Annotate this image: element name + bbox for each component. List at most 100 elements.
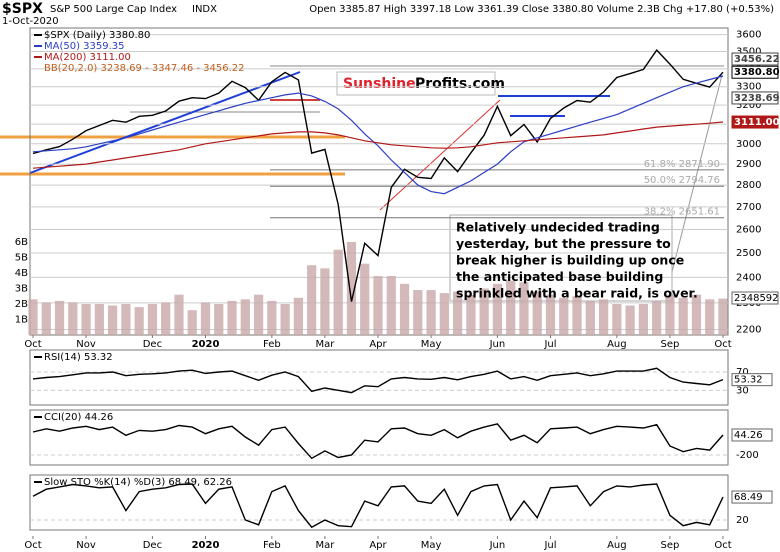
volume-bar [81, 303, 91, 335]
y2-tick-label: 5B [15, 252, 28, 263]
volume-bar [307, 265, 317, 335]
y-tick-label: 2400 [736, 272, 761, 283]
value-box [731, 490, 773, 504]
logo-box [336, 71, 496, 96]
price-box [731, 52, 779, 66]
annotation-text: the anticipated base building [456, 269, 663, 284]
volume-bar [665, 294, 675, 335]
legend-entry: $SPX (Daily) 3380.80 [44, 30, 150, 41]
series-line [32, 75, 724, 195]
price-box [731, 115, 779, 129]
legend-entry: MA(200) 3111.00 [44, 52, 131, 63]
value-box [731, 428, 773, 442]
logo: Sunshine [343, 76, 416, 92]
x-tick-label: Oct [714, 540, 731, 551]
y-tick-label: 3600 [736, 30, 761, 41]
series-line [32, 48, 724, 302]
volume-bar [506, 280, 516, 335]
price-box [731, 65, 779, 79]
trend-line [379, 99, 501, 211]
annotation-text: sprinkled with a bear raid, is over. [456, 286, 698, 301]
x-tick-label: Jul [543, 540, 556, 551]
y-tick-label: 3000 [736, 139, 761, 150]
x-tick-label: Aug [607, 339, 627, 350]
date: 1-Oct-2020 [2, 16, 59, 27]
volume-bar [559, 297, 569, 335]
x-tick-label: Nov [76, 339, 96, 350]
price-box [731, 291, 779, 305]
x-tick-label: Feb [263, 540, 281, 551]
volume-bar [585, 300, 595, 335]
volume-bar [214, 303, 224, 335]
last-value: 53.32 [734, 375, 763, 386]
volume-bar [253, 294, 264, 335]
price-label: 3111.00 [734, 117, 780, 128]
x-tick-label: Aug [607, 540, 627, 551]
y-tick-label: 2200 [736, 325, 761, 336]
x-tick-label: Mar [315, 339, 335, 350]
volume-bar [187, 310, 197, 335]
volume-bar [426, 290, 436, 335]
x-tick-label: Apr [369, 540, 387, 551]
x-tick-label: 2020 [192, 540, 220, 551]
fib-label: 38.2% 2651.61 [644, 207, 720, 218]
y-tick-label: 2800 [736, 180, 761, 191]
volume-bar [492, 283, 503, 335]
y-tick-label: -200 [736, 450, 759, 461]
volume-bar [519, 282, 529, 335]
y2-tick-label: 2B [15, 299, 28, 310]
y2-tick-label: 3B [15, 283, 28, 294]
price-label: 3238.69 [734, 93, 780, 104]
x-tick-label: Jul [543, 339, 556, 350]
last-value: 44.26 [734, 430, 763, 441]
legend-entry: Slow STO %K(14) %D(3) 68.49, 62.26 [44, 477, 232, 488]
last-value: 68.49 [734, 492, 763, 503]
x-tick-label: Feb [263, 339, 281, 350]
volume-bar [386, 276, 396, 335]
volume-bar [678, 297, 688, 335]
logo: Profits.com [415, 76, 505, 92]
volume-bar [360, 263, 370, 335]
y-tick-label: 20 [736, 515, 749, 526]
volume-bar [293, 297, 303, 335]
x-tick-label: Jun [489, 339, 506, 350]
volume-bar [54, 300, 65, 335]
volume-bar [267, 300, 277, 335]
x-tick-label: Nov [76, 540, 96, 551]
y-tick-label: 70 [736, 367, 749, 378]
volume-bar [532, 291, 542, 335]
price-label: 3456.22 [734, 54, 780, 65]
volume-bar [200, 302, 211, 335]
x-tick-label: Jun [489, 540, 506, 551]
volume-bar [705, 299, 715, 335]
volume-bar [413, 290, 423, 335]
volume-bar [453, 291, 463, 335]
legend-entry: RSI(14) 53.32 [44, 352, 113, 363]
volume-bar [68, 302, 78, 335]
y-tick-label: 2500 [736, 248, 761, 259]
y-tick-label: 3500 [736, 46, 761, 57]
volume-bar [598, 299, 609, 335]
volume-bar [28, 299, 38, 335]
volume-bar [320, 268, 330, 335]
volume-bar [439, 293, 449, 335]
x-tick-label: May [421, 540, 442, 551]
y2-tick-label: 6B [15, 237, 28, 248]
series-line [32, 367, 724, 394]
volume-label: 2348592 [734, 293, 779, 304]
panel-frame [29, 349, 729, 406]
x-tick-label: Sep [660, 540, 679, 551]
annotation-arrow [671, 74, 723, 273]
volume-bar [134, 307, 144, 335]
volume-bar [240, 299, 250, 335]
price-label: 3380.80 [734, 67, 780, 78]
volume-bar [545, 294, 556, 335]
value-box [731, 373, 773, 387]
volume-bar [466, 294, 476, 335]
fib-label: 61.8% 2871.90 [644, 159, 720, 170]
volume-bar [691, 294, 702, 335]
volume-bar [94, 303, 104, 335]
volume-bar [399, 283, 410, 335]
x-tick-label: Oct [24, 540, 41, 551]
legend-entry: BB(20,2.0) 3238.69 - 3347.46 - 3456.22 [44, 63, 245, 74]
